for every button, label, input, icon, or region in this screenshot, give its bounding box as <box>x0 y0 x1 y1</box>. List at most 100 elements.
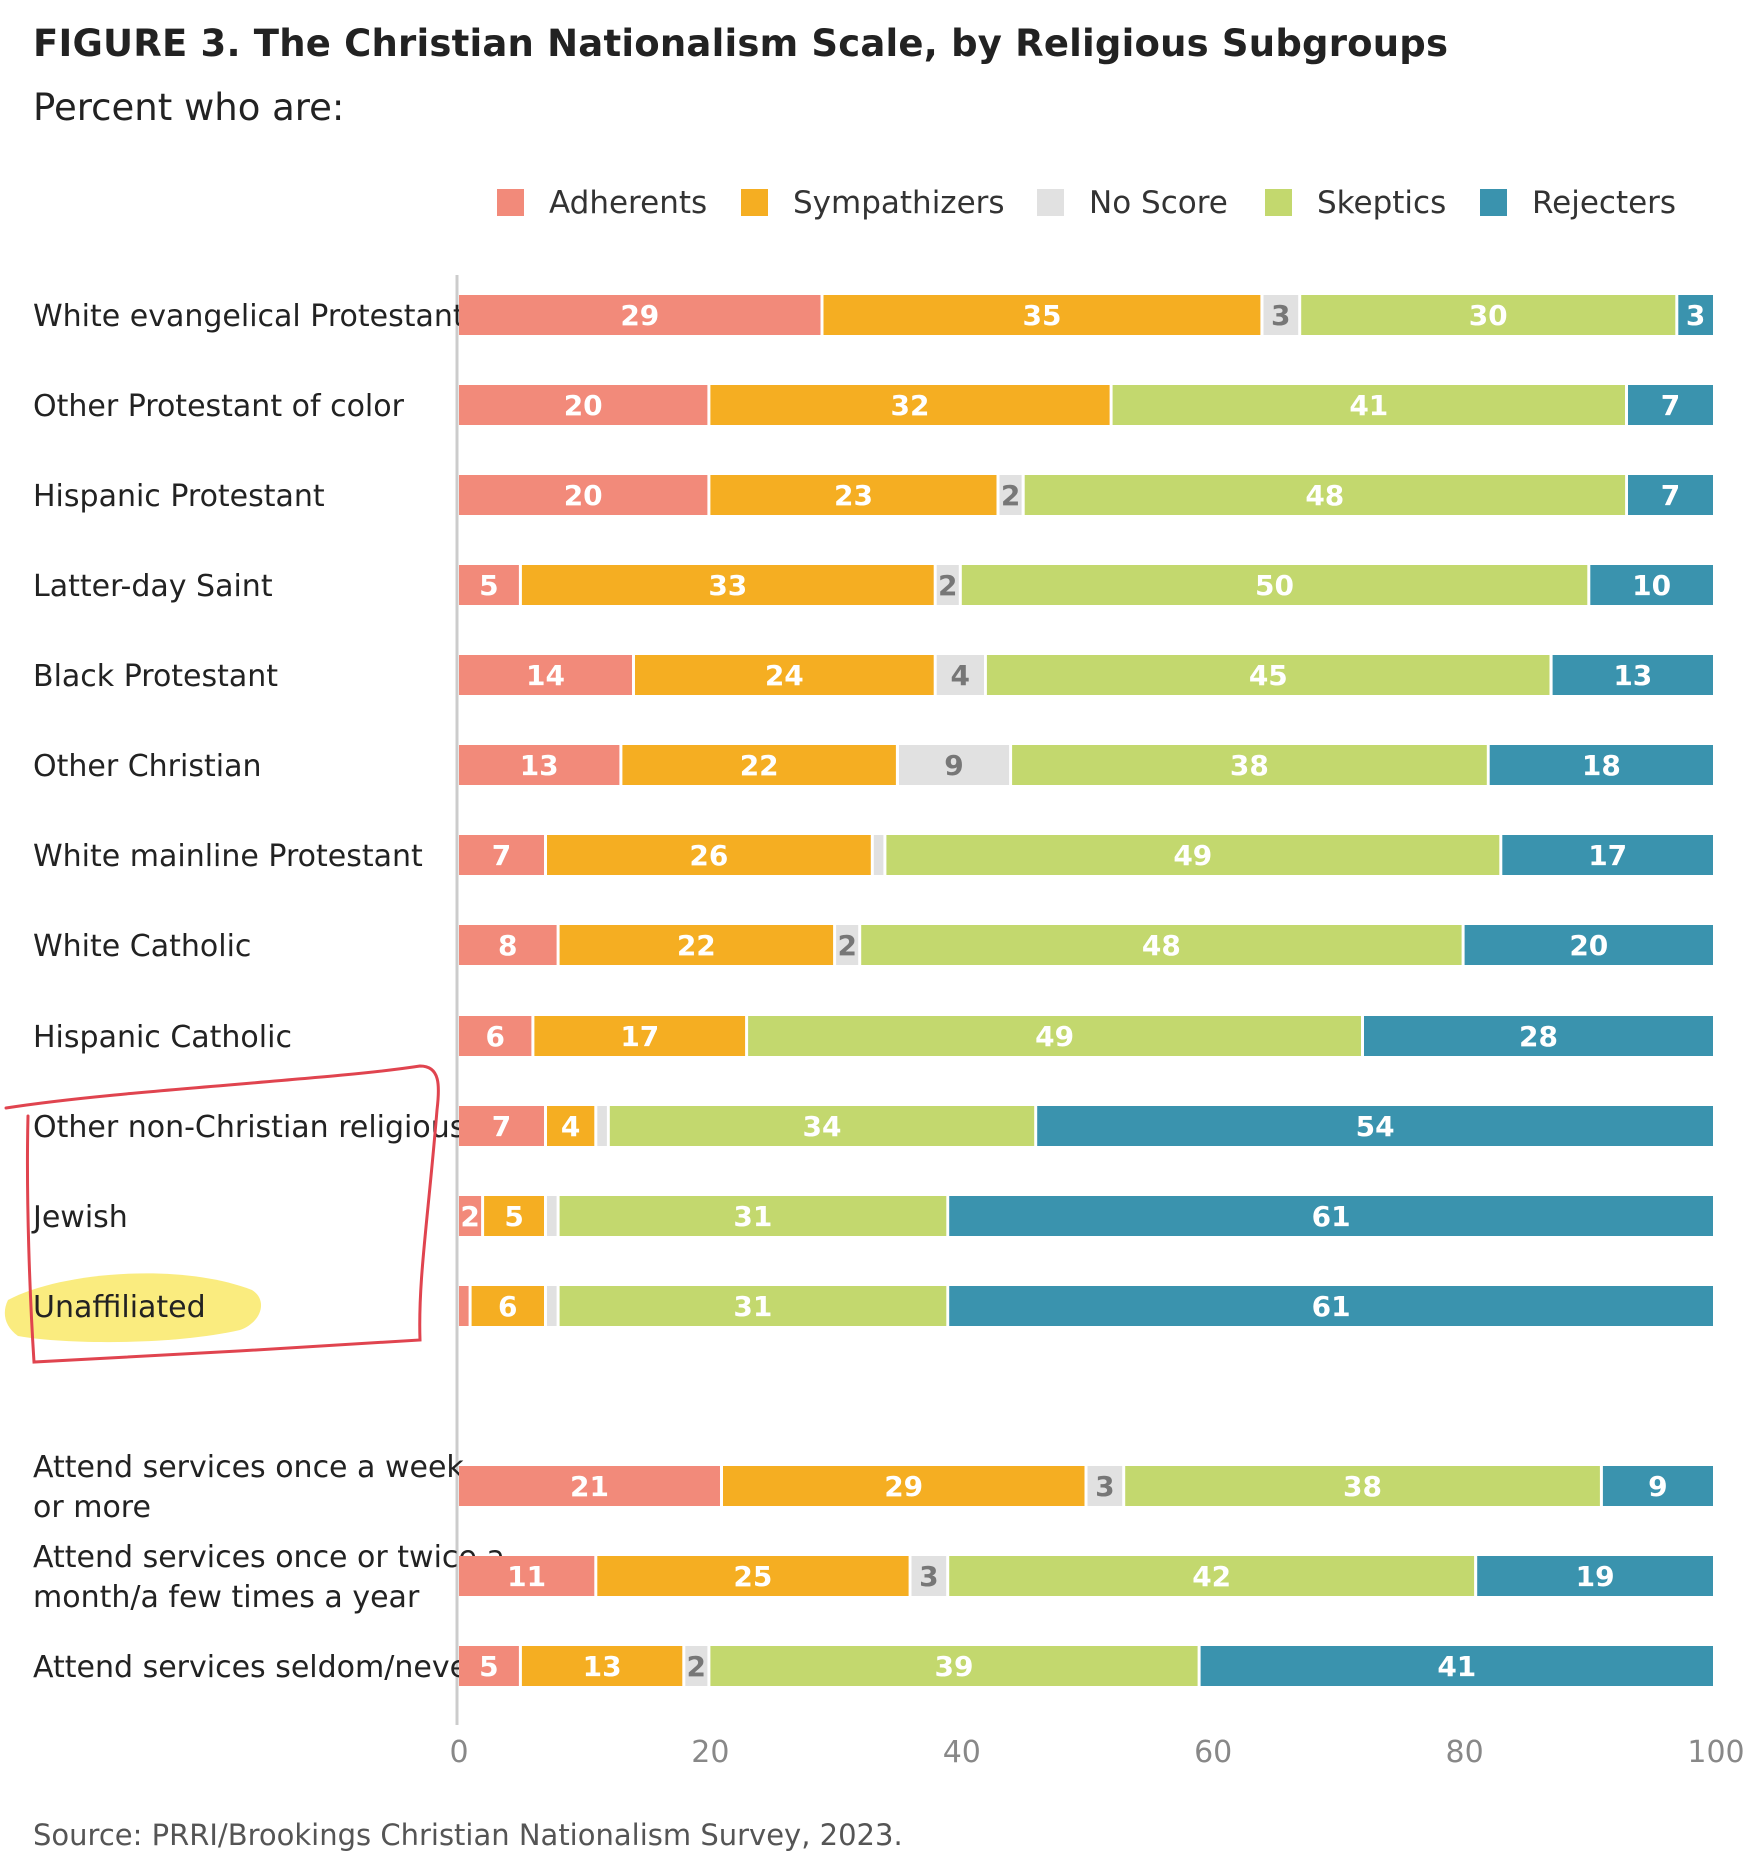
data-label-jewish-adherents: 2 <box>460 1200 479 1233</box>
category-label-white-catholic: White Catholic <box>33 929 251 964</box>
bar-white-catholic-sympathizers <box>559 925 834 965</box>
data-label-black-protestant-rejecters: 13 <box>1613 659 1652 692</box>
category-label-attend-services-once-or-twice-a-line1: Attend services once or twice a <box>33 1540 505 1575</box>
data-label-white-mainline-protestant-rejecters: 17 <box>1588 839 1627 872</box>
data-label-black-protestant-skeptics: 45 <box>1249 659 1288 692</box>
data-label-black-protestant-no-score: 4 <box>951 659 970 692</box>
data-label-white-mainline-protestant-sympathizers: 26 <box>689 839 728 872</box>
bar-other-protestant-of-color-adherents <box>459 385 708 425</box>
bar-other-protestant-of-color-sympathizers <box>710 385 1110 425</box>
data-label-hispanic-catholic-rejecters: 28 <box>1519 1020 1558 1053</box>
chart-title: FIGURE 3. The Christian Nationalism Scal… <box>33 22 1449 65</box>
data-label-attend-services-once-or-twice-a-skeptics: 42 <box>1192 1560 1231 1593</box>
category-label-white-evangelical-protestant: White evangelical Protestant <box>33 299 465 334</box>
bar-black-protestant-no-score <box>936 655 984 695</box>
data-label-attend-services-once-a-week-sympathizers: 29 <box>884 1470 923 1503</box>
data-label-hispanic-protestant-skeptics: 48 <box>1305 479 1344 512</box>
data-label-attend-services-seldom-never-adherents: 5 <box>479 1650 498 1683</box>
legend-label-skeptics: Skeptics <box>1317 185 1446 221</box>
data-label-attend-services-once-or-twice-a-adherents: 11 <box>507 1560 546 1593</box>
bar-unaffiliated-adherents <box>459 1286 469 1326</box>
bar-white-evangelical-protestant-skeptics <box>1301 295 1676 335</box>
bar-white-catholic-no-score <box>836 925 859 965</box>
red-annotation-box <box>4 1064 440 1364</box>
data-label-white-mainline-protestant-skeptics: 49 <box>1173 839 1212 872</box>
bar-attend-services-seldom-never-sympathizers <box>521 1646 683 1686</box>
data-label-white-catholic-skeptics: 48 <box>1142 929 1181 962</box>
legend-swatch-skeptics <box>1265 189 1292 216</box>
bar-hispanic-protestant-rejecters <box>1628 475 1713 515</box>
data-label-latter-day-saint-adherents: 5 <box>479 569 498 602</box>
data-label-attend-services-once-or-twice-a-no-score: 3 <box>919 1560 938 1593</box>
data-label-attend-services-once-a-week-no-score: 3 <box>1095 1470 1114 1503</box>
bar-jewish-adherents <box>459 1196 482 1236</box>
bar-attend-services-once-or-twice-a-skeptics <box>949 1556 1475 1596</box>
bar-white-mainline-protestant-rejecters <box>1502 835 1713 875</box>
legend-swatch-rejecters <box>1480 189 1507 216</box>
data-label-hispanic-catholic-skeptics: 49 <box>1035 1020 1074 1053</box>
data-label-black-protestant-sympathizers: 24 <box>765 659 804 692</box>
bar-other-christian-adherents <box>459 745 620 785</box>
data-label-other-christian-adherents: 13 <box>520 749 559 782</box>
bar-attend-services-seldom-never-skeptics <box>710 1646 1198 1686</box>
x-tick-label-40: 40 <box>943 1735 981 1770</box>
bar-hispanic-protestant-no-score <box>999 475 1022 515</box>
bar-attend-services-once-or-twice-a-rejecters <box>1477 1556 1713 1596</box>
bar-hispanic-catholic-rejecters <box>1364 1016 1713 1056</box>
category-label-attend-services-once-or-twice-a-line2: month/a few times a year <box>33 1580 420 1615</box>
category-label-jewish: Jewish <box>31 1200 128 1235</box>
data-label-unaffiliated-rejecters: 61 <box>1312 1290 1351 1323</box>
data-label-white-evangelical-protestant-skeptics: 30 <box>1469 299 1508 332</box>
category-label-other-non-christian-religious: Other non-Christian religious <box>33 1110 465 1145</box>
bar-latter-day-saint-sympathizers <box>521 565 934 605</box>
data-label-latter-day-saint-skeptics: 50 <box>1255 569 1294 602</box>
bar-white-catholic-rejecters <box>1464 925 1713 965</box>
data-label-other-non-christian-religious-sympathizers: 4 <box>561 1110 580 1143</box>
data-label-attend-services-once-a-week-rejecters: 9 <box>1648 1470 1667 1503</box>
bar-latter-day-saint-rejecters <box>1590 565 1713 605</box>
bar-attend-services-once-or-twice-a-adherents <box>459 1556 595 1596</box>
category-label-other-protestant-of-color: Other Protestant of color <box>33 389 405 424</box>
data-label-latter-day-saint-sympathizers: 33 <box>708 569 747 602</box>
data-label-jewish-skeptics: 31 <box>733 1200 772 1233</box>
bar-other-non-christian-religious-sympathizers <box>547 1106 595 1146</box>
data-label-other-protestant-of-color-adherents: 20 <box>564 389 603 422</box>
legend-swatch-no-score <box>1037 189 1064 216</box>
bar-other-non-christian-religious-skeptics <box>609 1106 1035 1146</box>
data-label-hispanic-catholic-sympathizers: 17 <box>620 1020 659 1053</box>
bar-attend-services-once-a-week-adherents <box>459 1466 720 1506</box>
category-label-other-christian: Other Christian <box>33 749 261 784</box>
bar-jewish-sympathizers <box>484 1196 544 1236</box>
bar-white-evangelical-protestant-no-score <box>1263 295 1299 335</box>
x-tick-label-60: 60 <box>1194 1735 1232 1770</box>
category-label-attend-services-once-a-week-line1: Attend services once a week <box>33 1450 464 1485</box>
bar-other-non-christian-religious-rejecters <box>1037 1106 1713 1146</box>
bar-white-mainline-protestant-skeptics <box>886 835 1500 875</box>
bar-white-catholic-skeptics <box>861 925 1462 965</box>
chart-subtitle: Percent who are: <box>33 86 345 129</box>
x-tick-label-20: 20 <box>691 1735 729 1770</box>
data-label-other-christian-rejecters: 18 <box>1582 749 1621 782</box>
bar-white-evangelical-protestant-adherents <box>459 295 821 335</box>
bar-other-non-christian-religious-adherents <box>459 1106 544 1146</box>
data-label-unaffiliated-skeptics: 31 <box>733 1290 772 1323</box>
bar-attend-services-seldom-never-no-score <box>685 1646 708 1686</box>
legend-swatch-adherents <box>497 189 524 216</box>
bar-black-protestant-skeptics <box>986 655 1550 695</box>
data-label-white-mainline-protestant-adherents: 7 <box>492 839 511 872</box>
data-label-hispanic-protestant-sympathizers: 23 <box>834 479 873 512</box>
data-label-white-catholic-adherents: 8 <box>498 929 517 962</box>
legend-label-adherents: Adherents <box>549 185 707 221</box>
bar-other-christian-rejecters <box>1489 745 1713 785</box>
data-label-other-protestant-of-color-skeptics: 41 <box>1349 389 1388 422</box>
data-label-attend-services-once-or-twice-a-sympathizers: 25 <box>733 1560 772 1593</box>
x-tick-label-100: 100 <box>1687 1735 1744 1770</box>
x-tick-label-0: 0 <box>449 1735 468 1770</box>
data-label-white-evangelical-protestant-adherents: 29 <box>620 299 659 332</box>
data-label-latter-day-saint-no-score: 2 <box>938 569 957 602</box>
data-label-latter-day-saint-rejecters: 10 <box>1632 569 1671 602</box>
data-label-other-non-christian-religious-skeptics: 34 <box>803 1110 842 1143</box>
data-label-black-protestant-adherents: 14 <box>526 659 565 692</box>
x-tick-label-80: 80 <box>1446 1735 1484 1770</box>
highlighter-mark <box>4 1273 262 1343</box>
